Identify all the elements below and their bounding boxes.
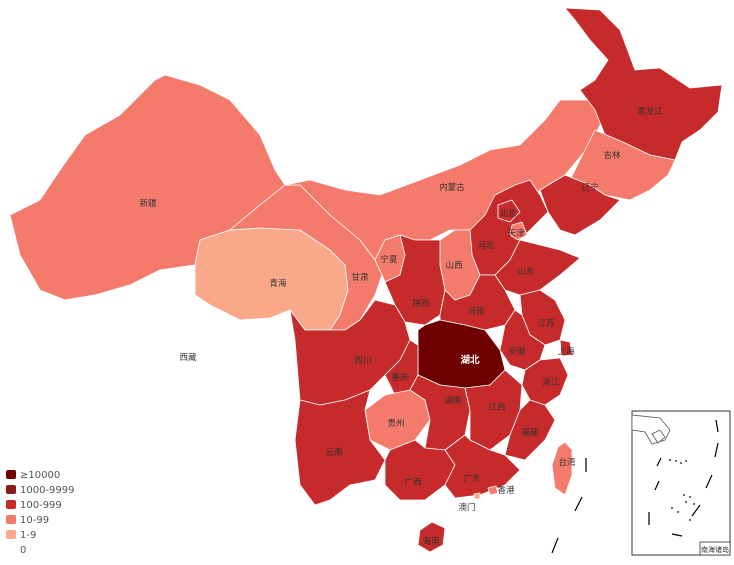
region-anhui[interactable] [499,309,546,371]
region-hainan[interactable] [417,521,446,553]
legend-label-3[interactable]: 10-99 [20,515,49,526]
legend-swatch-1[interactable] [6,485,16,494]
region-xianggang[interactable] [487,485,499,496]
legend-label-1[interactable]: 1000-9999 [20,485,75,496]
label-aomen: 澳门 [458,502,475,513]
region-zhejiang[interactable] [521,357,569,406]
legend-swatch-3[interactable] [6,515,16,524]
region-tianjin[interactable] [509,221,528,241]
region-yunnan[interactable] [294,389,386,506]
region-liaoning[interactable] [539,174,621,236]
region-aomen[interactable] [473,492,481,500]
region-shandong[interactable] [494,239,581,296]
province-regions [9,7,723,553]
legend: ≥10000 1000-9999 100-999 10-99 1-9 0 [6,470,75,556]
legend-label-5[interactable]: 0 [20,545,26,556]
region-taiwan[interactable] [551,441,573,496]
inset-hainan [651,429,666,444]
inset-islands [669,459,695,521]
region-fujian[interactable] [504,399,556,461]
legend-label-0[interactable]: ≥10000 [20,470,60,481]
legend-swatch-0[interactable] [6,470,16,479]
sea-markings [551,458,587,554]
inset-dashes [648,419,719,537]
legend-swatch-4[interactable] [6,530,16,539]
region-guangdong[interactable] [444,434,521,499]
legend-label-4[interactable]: 1-9 [20,530,36,541]
inset-label-box [699,541,731,556]
legend-label-2[interactable]: 100-999 [20,500,62,511]
south-china-sea-inset: 南海诸岛 [631,410,731,556]
region-beijing[interactable] [497,199,521,223]
region-guizhou[interactable] [364,389,431,451]
legend-swatch-2[interactable] [6,500,16,509]
region-jilin[interactable] [569,129,676,201]
region-hubei[interactable] [417,319,506,389]
legend-swatch-5[interactable] [6,545,16,554]
inset-label: 南海诸岛 [701,545,729,554]
region-shanghai[interactable] [559,339,573,357]
region-shaanxi[interactable] [384,234,446,326]
